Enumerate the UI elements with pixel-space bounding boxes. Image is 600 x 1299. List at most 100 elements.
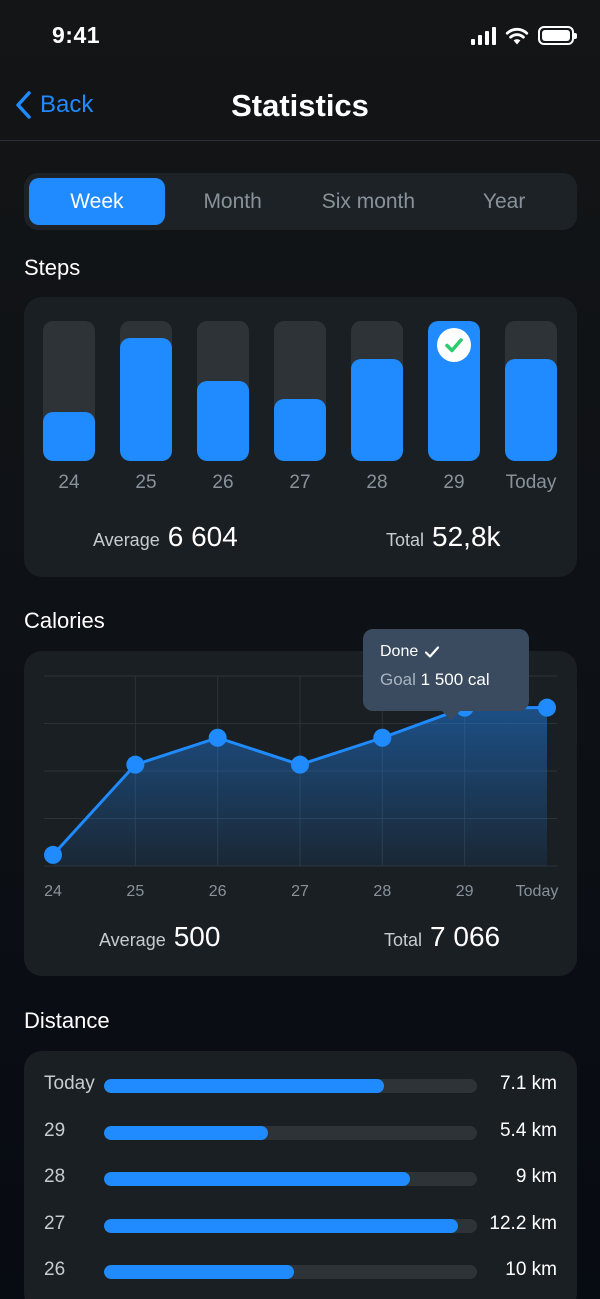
distance-fill bbox=[104, 1079, 384, 1093]
calories-point[interactable] bbox=[44, 845, 62, 864]
calories-total: Total 7 066 bbox=[384, 921, 500, 953]
steps-bar[interactable] bbox=[428, 321, 480, 461]
calories-point[interactable] bbox=[208, 728, 227, 747]
calories-point[interactable] bbox=[538, 698, 556, 717]
calories-card: 24 25 26 27 28 29 Today Done Goal 1 500 cal Av… bbox=[24, 629, 577, 976]
steps-bar-fill bbox=[43, 412, 95, 461]
navigation-bar: Back Statistics bbox=[0, 72, 600, 141]
distance-track bbox=[104, 1172, 477, 1186]
steps-section-title: Steps bbox=[24, 255, 81, 280]
back-label: Back bbox=[40, 91, 94, 118]
calories-average-value: 500 bbox=[173, 921, 221, 952]
calories-day-label: 24 bbox=[44, 883, 62, 900]
distance-day: 26 bbox=[44, 1259, 66, 1280]
steps-average-value: 6 604 bbox=[167, 521, 238, 552]
calories-day-label: Today bbox=[516, 883, 559, 900]
distance-day: 27 bbox=[44, 1213, 66, 1234]
distance-day: Today bbox=[44, 1073, 95, 1094]
distance-value: 5.4 km bbox=[499, 1120, 557, 1141]
tooltip-goal-label: Goal bbox=[380, 670, 416, 689]
steps-average: Average 6 604 bbox=[93, 521, 238, 553]
chevron-left-icon bbox=[16, 91, 31, 119]
steps-average-label: Average bbox=[93, 530, 160, 550]
distance-section-title: Distance bbox=[24, 1008, 110, 1033]
steps-bar-fill bbox=[274, 399, 326, 461]
distance-value: 9 km bbox=[515, 1166, 557, 1187]
tooltip-done: Done bbox=[380, 643, 512, 661]
distance-row[interactable]: 26 10 km bbox=[24, 1257, 577, 1287]
distance-row[interactable]: Today 7.1 km bbox=[24, 1071, 577, 1101]
steps-card: 24 25 26 27 28 29 Today Average 6 604 To… bbox=[24, 297, 577, 577]
steps-day-label: 29 bbox=[443, 472, 465, 493]
steps-total-value: 52,8k bbox=[432, 521, 501, 552]
steps-bar[interactable] bbox=[351, 321, 403, 461]
tab-year[interactable]: Year bbox=[482, 189, 526, 213]
distance-row[interactable]: 27 12.2 km bbox=[24, 1211, 577, 1241]
steps-bar[interactable] bbox=[43, 321, 95, 461]
steps-day-label: 28 bbox=[366, 472, 388, 493]
steps-total-label: Total bbox=[386, 530, 425, 550]
tab-month[interactable]: Month bbox=[203, 189, 262, 213]
steps-bar-chart bbox=[43, 321, 559, 461]
calories-total-label: Total bbox=[384, 930, 423, 950]
steps-bar[interactable] bbox=[274, 321, 326, 461]
distance-fill bbox=[104, 1126, 269, 1140]
battery-icon bbox=[538, 26, 577, 45]
steps-bar[interactable] bbox=[197, 321, 249, 461]
tab-week[interactable]: Week bbox=[29, 178, 165, 225]
tooltip-status: Done bbox=[380, 643, 419, 660]
calories-line-chart: 24 25 26 27 28 29 Today bbox=[44, 675, 559, 900]
tooltip-goal-value: 1 500 cal bbox=[420, 670, 490, 689]
distance-track bbox=[104, 1219, 477, 1233]
cellular-signal-icon bbox=[471, 26, 496, 45]
calories-point[interactable] bbox=[126, 755, 145, 774]
tab-six-month[interactable]: Six month bbox=[321, 189, 416, 213]
steps-bar-fill bbox=[351, 358, 403, 461]
calories-area bbox=[53, 707, 547, 866]
distance-fill bbox=[104, 1172, 410, 1186]
calories-point[interactable] bbox=[291, 755, 309, 774]
steps-bar[interactable] bbox=[120, 321, 172, 461]
steps-bar-fill bbox=[120, 337, 172, 461]
distance-row[interactable]: 29 5.4 km bbox=[24, 1118, 577, 1148]
back-button[interactable]: Back bbox=[14, 90, 93, 120]
distance-track bbox=[104, 1265, 477, 1279]
distance-value: 12.2 km bbox=[489, 1213, 557, 1234]
calories-day-label: 28 bbox=[373, 883, 391, 900]
distance-track bbox=[104, 1079, 477, 1093]
distance-card: Today 7.1 km 29 5.4 km 28 9 km 27 12.2 k… bbox=[24, 1051, 577, 1299]
calories-total-value: 7 066 bbox=[430, 921, 501, 952]
distance-value: 7.1 km bbox=[499, 1073, 557, 1094]
status-bar: 9:41 bbox=[0, 0, 600, 72]
steps-total: Total 52,8k bbox=[386, 521, 501, 553]
distance-value: 10 km bbox=[505, 1259, 557, 1280]
distance-fill bbox=[104, 1265, 295, 1279]
steps-day-label: 24 bbox=[58, 472, 80, 493]
checkmark-icon bbox=[425, 646, 440, 658]
steps-bar[interactable] bbox=[505, 321, 557, 461]
steps-day-label: 27 bbox=[289, 472, 311, 493]
calories-average-label: Average bbox=[99, 930, 166, 950]
page-title: Statistics bbox=[231, 88, 369, 123]
tooltip-goal: Goal 1 500 cal bbox=[380, 670, 512, 690]
distance-row[interactable]: 28 9 km bbox=[24, 1164, 577, 1194]
distance-track bbox=[104, 1126, 477, 1140]
steps-bar-fill bbox=[197, 381, 249, 461]
calories-day-label: 26 bbox=[209, 883, 227, 900]
calories-average: Average 500 bbox=[99, 921, 220, 953]
calories-day-label: 29 bbox=[456, 883, 474, 900]
steps-day-label: Today bbox=[505, 472, 557, 493]
steps-day-label: 26 bbox=[212, 472, 234, 493]
distance-day: 28 bbox=[44, 1166, 66, 1187]
goal-reached-badge bbox=[437, 328, 471, 362]
distance-fill bbox=[104, 1219, 459, 1233]
status-time: 9:41 bbox=[52, 22, 101, 48]
calories-point[interactable] bbox=[373, 728, 392, 747]
wifi-icon bbox=[505, 27, 529, 44]
steps-bar-fill bbox=[505, 358, 557, 461]
calories-day-label: 25 bbox=[126, 883, 144, 900]
distance-day: 29 bbox=[44, 1120, 66, 1141]
calories-tooltip: Done Goal 1 500 cal bbox=[363, 629, 529, 720]
calories-day-label: 27 bbox=[291, 883, 309, 900]
